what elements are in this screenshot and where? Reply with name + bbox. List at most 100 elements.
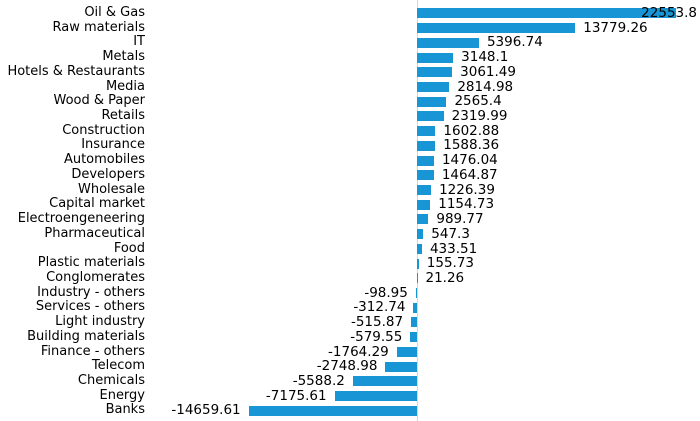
- value-label: 155.73: [426, 255, 475, 272]
- bar: [417, 184, 432, 195]
- bar-row: Automobiles 1476.04: [0, 152, 700, 169]
- value-label: 3061.49: [460, 63, 516, 80]
- bar: [417, 67, 453, 78]
- value-label: -1764.29: [328, 343, 389, 360]
- category-label: Wholesale: [77, 181, 145, 197]
- value-label: -7175.61: [265, 387, 327, 404]
- value-label: 547.3: [431, 225, 470, 242]
- bar-row: Wood & Paper 2565.4: [0, 94, 700, 109]
- bar-row: Insurance 1588.36: [0, 138, 700, 153]
- bar-row: Capital market 1154.73: [0, 197, 700, 212]
- category-label: Insurance: [81, 137, 145, 153]
- bar-row: Telecom -2748.98: [0, 359, 700, 374]
- bar: [417, 273, 418, 284]
- category-label: Media: [105, 78, 145, 94]
- category-label: Banks: [105, 402, 145, 418]
- bar: [248, 405, 417, 416]
- bar: [417, 140, 436, 151]
- bar-row: Construction 1602.88: [0, 122, 700, 139]
- category-label: Services - others: [35, 299, 145, 315]
- value-label: 989.77: [436, 211, 484, 228]
- bar-row: Electroengeneering 989.77: [0, 211, 700, 228]
- bar-row: Oil & Gas 22553.8: [0, 5, 700, 21]
- category-label: Electroengeneering: [17, 211, 145, 227]
- bar: [417, 81, 450, 92]
- category-label: IT: [133, 34, 145, 50]
- category-label: Industry - others: [37, 284, 145, 300]
- bar-row: Media 2814.98: [0, 78, 700, 95]
- bar-row: IT 5396.74: [0, 35, 700, 50]
- value-label: -5588.2: [292, 373, 345, 389]
- value-label: 2565.4: [454, 93, 502, 110]
- value-label: -515.87: [350, 314, 404, 331]
- bar-row: Chemicals -5588.2: [0, 373, 700, 389]
- value-label: 1476.04: [441, 152, 498, 169]
- category-label: Conglomerates: [46, 269, 145, 285]
- bar: [417, 214, 429, 225]
- bar: [410, 332, 417, 343]
- bar: [417, 111, 444, 122]
- bar-row: Raw materials 13779.26: [0, 19, 700, 36]
- bar: [417, 37, 479, 48]
- category-label: Construction: [62, 122, 145, 138]
- bar-row: Banks -14659.61: [0, 403, 700, 418]
- value-label: -2748.98: [316, 358, 378, 375]
- bar-row: Food 433.51: [0, 240, 700, 257]
- category-label: Light industry: [55, 314, 145, 330]
- category-label: Capital market: [49, 196, 145, 212]
- bar: [417, 199, 431, 210]
- category-label: Finance - others: [40, 343, 145, 359]
- bar-row: Conglomerates 21.26: [0, 269, 700, 286]
- category-label: Retails: [101, 108, 145, 124]
- category-label: Wood & Paper: [53, 93, 145, 109]
- value-label: -312.74: [353, 299, 406, 316]
- bar-row: Plastic materials 155.73: [0, 256, 700, 271]
- bar: [385, 361, 417, 372]
- bar-row: Building materials -579.55: [0, 329, 700, 345]
- bar: [417, 243, 422, 254]
- bar: [334, 391, 417, 402]
- bar-row: Hotels & Restaurants 3061.49: [0, 63, 700, 80]
- value-label: 2319.99: [451, 108, 508, 125]
- bar: [417, 52, 454, 63]
- value-label: 1602.88: [443, 122, 500, 139]
- bar: [411, 317, 417, 328]
- value-label: 1588.36: [443, 137, 500, 154]
- value-label: -14659.61: [171, 402, 241, 419]
- bar: [417, 23, 576, 34]
- bar-row: Metals 3148.1: [0, 49, 700, 65]
- zero-axis-line: [417, 0, 418, 421]
- bar-row: Wholesale 1226.39: [0, 181, 700, 198]
- category-label: Telecom: [91, 358, 145, 374]
- category-label: Oil & Gas: [84, 5, 145, 20]
- category-label: Food: [113, 240, 145, 256]
- value-label: 1154.73: [438, 196, 495, 213]
- category-label: Raw materials: [52, 19, 145, 35]
- category-label: Energy: [99, 387, 145, 403]
- bar: [417, 126, 436, 137]
- category-label: Automobiles: [63, 152, 145, 168]
- bar-row: Industry - others -98.95: [0, 284, 700, 301]
- value-label: 433.51: [429, 240, 478, 257]
- category-label: Pharmaceutical: [44, 225, 145, 241]
- bar-row: Services - others -312.74: [0, 300, 700, 315]
- bar: [415, 288, 417, 299]
- bar: [417, 96, 447, 107]
- bar-row: Light industry -515.87: [0, 314, 700, 331]
- value-label: 13779.26: [583, 19, 648, 36]
- bar: [396, 346, 417, 357]
- value-label: 2814.98: [457, 78, 514, 95]
- bar-row: Energy -7175.61: [0, 387, 700, 404]
- value-label: 1226.39: [439, 181, 495, 198]
- bar: [417, 229, 424, 240]
- bar: [417, 170, 434, 181]
- value-label: 5396.74: [486, 34, 543, 51]
- bar: [413, 302, 417, 313]
- category-label: Plastic materials: [37, 255, 145, 271]
- value-label: -98.95: [364, 284, 408, 301]
- category-label: Metals: [102, 49, 145, 65]
- value-label: 22553.8: [641, 5, 697, 21]
- bar-row: Finance - others -1764.29: [0, 343, 700, 360]
- bar-row: Retails 2319.99: [0, 108, 700, 125]
